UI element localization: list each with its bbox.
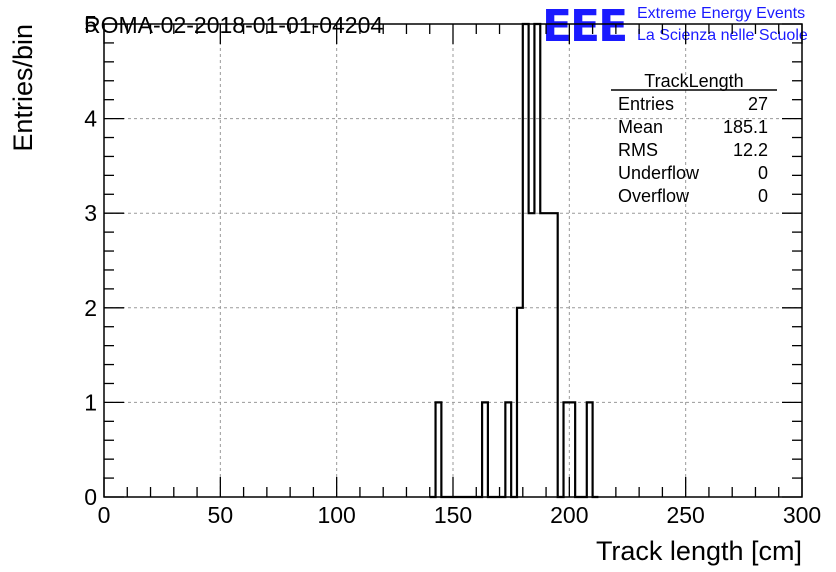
histogram-outline [429, 22, 599, 499]
y-axis-title: Entries/bin [8, 24, 38, 152]
stats-label-rms: RMS [618, 140, 658, 160]
x-tick-label-6: 300 [783, 502, 821, 528]
x-tick-label-3: 150 [434, 502, 472, 528]
stats-value-mean: 185.1 [723, 117, 768, 137]
stats-box-title: TrackLength [644, 71, 743, 91]
x-tick-label-4: 200 [550, 502, 588, 528]
y-tick-label-5: 5 [84, 11, 97, 37]
chart-title: ROMA-02-2018-01-01-04204 [84, 12, 383, 38]
histogram-series [429, 22, 599, 499]
stats-label-overflow: Overflow [618, 186, 690, 206]
y-tick-label-1: 1 [84, 389, 97, 415]
y-tick-label-2: 2 [84, 295, 97, 321]
x-tick-label-0: 0 [98, 502, 111, 528]
y-tick-label-0: 0 [84, 484, 97, 510]
x-tick-label-5: 250 [666, 502, 704, 528]
eee-logo-line1: Extreme Energy Events [637, 5, 805, 22]
axis-ticks [103, 23, 803, 498]
stats-value-overflow: 0 [758, 186, 768, 206]
y-tick-label-4: 4 [84, 106, 97, 132]
stats-value-underflow: 0 [758, 163, 768, 183]
stats-value-rms: 12.2 [733, 140, 768, 160]
x-tick-label-1: 50 [208, 502, 234, 528]
x-axis-title: Track length [cm] [596, 536, 802, 566]
stats-label-mean: Mean [618, 117, 663, 137]
stats-label-entries: Entries [618, 94, 674, 114]
x-tick-labels: 0 50 100 150 200 250 300 [98, 502, 822, 528]
stats-value-entries: 27 [748, 94, 768, 114]
y-tick-labels: 0 1 2 3 4 5 [84, 11, 97, 510]
eee-logo-line2: La Scienza nelle Scuole [637, 27, 808, 44]
eee-logo-mark: EEE [542, 1, 626, 52]
grid-lines [104, 24, 802, 497]
eee-logo: EEE Extreme Energy Events La Scienza nel… [542, 1, 808, 52]
stats-label-underflow: Underflow [618, 163, 700, 183]
stats-box: TrackLength Entries 27 Mean 185.1 RMS 12… [611, 71, 777, 206]
plot-frame [103, 23, 803, 498]
x-tick-label-2: 100 [317, 502, 355, 528]
y-tick-label-3: 3 [84, 200, 97, 226]
